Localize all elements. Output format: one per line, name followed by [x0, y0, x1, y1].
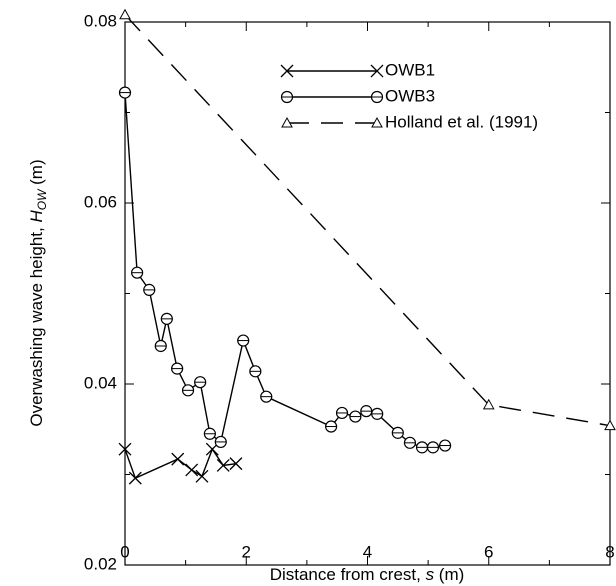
- marker-circle: [194, 376, 207, 389]
- y-label-unit: (m): [27, 159, 46, 189]
- x-label-unit: (m): [434, 565, 464, 584]
- series-line: [124, 14, 611, 427]
- x-label-text: Distance from crest,: [270, 565, 426, 584]
- marker-circle: [335, 406, 349, 420]
- marker-circle: [260, 390, 273, 403]
- marker-circle: [280, 90, 294, 104]
- marker-circle: [370, 90, 384, 104]
- marker-x: [280, 64, 294, 78]
- marker-triangle: [482, 398, 495, 410]
- marker-circle: [415, 441, 429, 454]
- x-tick-label: 4: [363, 542, 372, 561]
- x-tick-label: 0: [120, 542, 129, 561]
- marker-circle: [391, 426, 404, 439]
- marker-circle: [403, 436, 417, 449]
- y-tick-label: 0.08: [84, 11, 117, 30]
- x-tick-label: 2: [242, 542, 251, 561]
- series-line: [124, 447, 237, 480]
- marker-circle: [249, 365, 262, 378]
- marker-x: [118, 442, 132, 456]
- x-tick-label: 6: [484, 542, 493, 561]
- marker-circle: [203, 427, 216, 440]
- x-label-symbol: s: [426, 565, 435, 584]
- marker-x: [185, 463, 199, 477]
- marker-circle: [360, 405, 373, 418]
- legend-entry: Holland et al. (1991): [281, 112, 538, 131]
- marker-circle: [181, 384, 195, 397]
- marker-circle: [131, 266, 144, 279]
- marker-triangle: [119, 8, 131, 20]
- marker-triangle: [604, 419, 616, 431]
- marker-circle: [371, 407, 384, 420]
- y-tick-label: 0.02: [84, 554, 117, 573]
- marker-x: [370, 64, 384, 78]
- legend-label: OWB3: [385, 86, 435, 105]
- legend-entry: OWB1: [280, 60, 435, 79]
- marker-x: [195, 469, 209, 483]
- marker-circle: [154, 339, 167, 353]
- y-label-symbol: H: [27, 210, 46, 223]
- marker-circle: [118, 86, 132, 99]
- legend-label: OWB1: [385, 60, 435, 79]
- y-tick-label: 0.04: [84, 373, 117, 392]
- marker-x: [171, 452, 185, 466]
- y-label-text: Overwashing wave height,: [27, 223, 46, 427]
- series-line: [124, 92, 446, 449]
- marker-triangle: [281, 116, 293, 128]
- y-tick-label: 0.06: [84, 192, 117, 211]
- marker-circle: [237, 334, 250, 347]
- marker-circle: [143, 283, 156, 296]
- marker-circle: [325, 420, 338, 433]
- marker-x: [229, 457, 243, 471]
- marker-circle: [439, 439, 452, 452]
- marker-circle: [214, 435, 227, 449]
- x-tick-label: 8: [605, 542, 614, 561]
- y-label-subscript: OW: [35, 188, 49, 210]
- marker-circle: [171, 362, 184, 375]
- marker-circle: [426, 441, 440, 454]
- marker-x: [216, 458, 230, 472]
- marker-x: [128, 471, 142, 485]
- marker-circle: [349, 410, 362, 423]
- marker-circle: [160, 312, 173, 325]
- marker-triangle: [371, 116, 383, 128]
- plot-frame: [124, 21, 611, 566]
- x-axis-label: Distance from crest, s (m): [270, 565, 465, 584]
- y-axis-label: Overwashing wave height, HOW (m): [27, 159, 49, 426]
- legend-entry: OWB3: [280, 86, 435, 105]
- legend-label: Holland et al. (1991): [385, 112, 538, 131]
